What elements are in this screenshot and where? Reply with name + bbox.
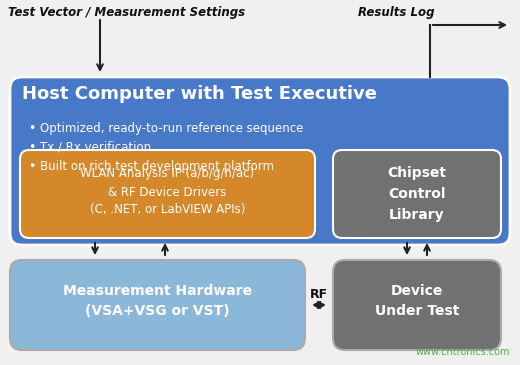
FancyBboxPatch shape [10, 260, 305, 350]
Text: Chipset
Control
Library: Chipset Control Library [387, 166, 447, 222]
Text: RF: RF [310, 288, 328, 301]
Text: Built on rich test development platform: Built on rich test development platform [40, 160, 274, 173]
Text: •: • [28, 122, 35, 135]
Text: •: • [28, 141, 35, 154]
Text: Host Computer with Test Executive: Host Computer with Test Executive [22, 85, 377, 103]
FancyBboxPatch shape [10, 77, 510, 245]
FancyBboxPatch shape [333, 260, 501, 350]
FancyBboxPatch shape [20, 150, 315, 238]
Text: Test Vector / Measurement Settings: Test Vector / Measurement Settings [8, 6, 245, 19]
Text: Optimized, ready-to-run reference sequence: Optimized, ready-to-run reference sequen… [40, 122, 303, 135]
Text: Results Log: Results Log [358, 6, 435, 19]
Text: www.cntronics.com: www.cntronics.com [415, 347, 510, 357]
Text: Device
Under Test: Device Under Test [375, 284, 459, 318]
Text: •: • [28, 160, 35, 173]
Text: Measurement Hardware
(VSA+VSG or VST): Measurement Hardware (VSA+VSG or VST) [63, 284, 252, 318]
FancyBboxPatch shape [333, 150, 501, 238]
Text: WLAN Analysis IP (a/b/g/n/ac)
& RF Device Drivers
(C, .NET, or LabVIEW APIs): WLAN Analysis IP (a/b/g/n/ac) & RF Devic… [81, 168, 255, 216]
Text: Tx / Rx verification: Tx / Rx verification [40, 141, 151, 154]
